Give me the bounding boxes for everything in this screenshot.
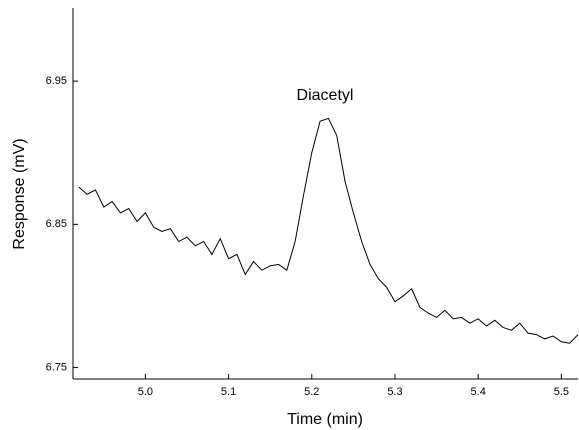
annotation: Diacetyl xyxy=(297,87,354,104)
x-tick-label: 5.5 xyxy=(554,386,569,398)
y-axis-title: Response (mV) xyxy=(11,138,28,249)
x-axis-title: Time (min) xyxy=(287,411,363,428)
x-tick-label: 5.4 xyxy=(471,386,486,398)
y-tick-label: 6.85 xyxy=(46,218,67,230)
x-tick-label: 5.0 xyxy=(138,386,153,398)
y-tick-label: 6.75 xyxy=(46,361,67,373)
data-line xyxy=(78,117,579,344)
x-tick-label: 5.2 xyxy=(304,386,319,398)
x-tick-label: 5.3 xyxy=(387,386,402,398)
x-tick-label: 5.1 xyxy=(221,386,236,398)
y-tick-label: 6.95 xyxy=(46,75,67,87)
